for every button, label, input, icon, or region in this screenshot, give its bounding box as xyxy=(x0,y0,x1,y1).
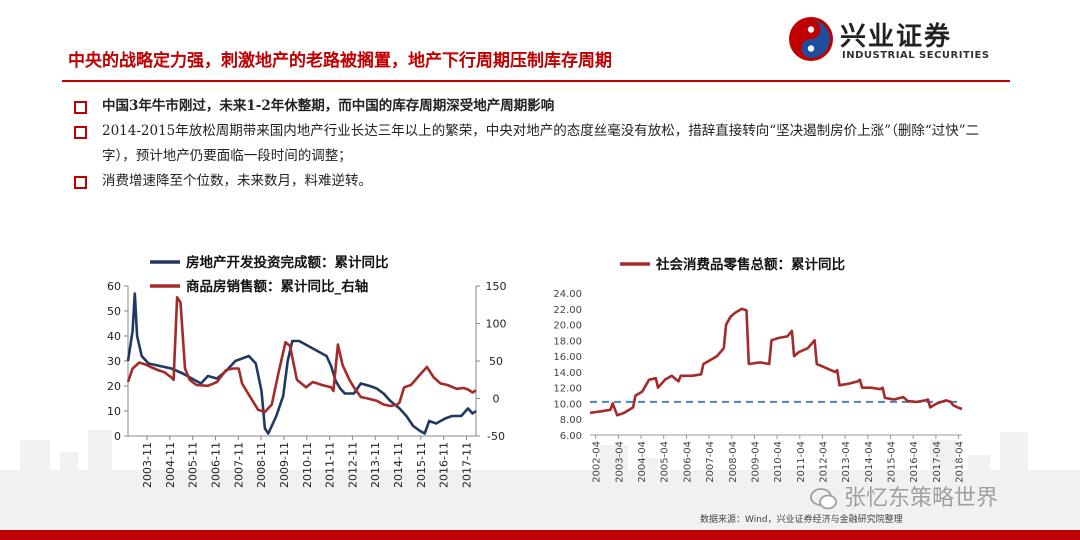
y-tick-label: 18.00 xyxy=(553,336,582,347)
x-tick-label: 2007-04 xyxy=(705,441,716,483)
bullet-item: 2014-2015年放松周期带来国内地产行业长达三年以上的繁荣，中央对地产的态度… xyxy=(68,119,1008,169)
left-y-tick-label: 40 xyxy=(107,330,121,343)
legend-label-0: 社会消费品零售总额：累计同比 xyxy=(655,256,845,273)
legend-label-0: 房地产开发投资完成额：累计同比 xyxy=(186,254,389,271)
y-tick-label: 6.00 xyxy=(560,431,582,442)
x-tick-label: 2009-11 xyxy=(278,442,291,488)
x-tick-label: 2006-04 xyxy=(682,441,693,483)
x-tick-label: 2013-11 xyxy=(369,442,382,488)
x-tick-label: 2003-04 xyxy=(614,441,625,483)
x-tick-label: 2008-04 xyxy=(728,441,739,483)
bullet-text: 中国3年牛市刚过，未来1-2年休整期，而中国的库存周期深受地产周期影响 xyxy=(102,98,555,114)
x-tick-label: 2017-11 xyxy=(460,442,473,488)
checkbox-bullet-icon xyxy=(74,126,87,139)
x-tick-label: 2010-11 xyxy=(301,442,314,488)
y-tick-label: 12.00 xyxy=(553,384,582,395)
x-tick-label: 2017-04 xyxy=(932,441,943,483)
x-tick-label: 2011-11 xyxy=(324,442,337,488)
bullet-list: 中国3年牛市刚过，未来1-2年休整期，而中国的库存周期深受地产周期影响 2014… xyxy=(68,94,1008,194)
right-y-tick-label: 50 xyxy=(489,355,503,368)
x-tick-label: 2011-04 xyxy=(796,441,807,483)
logo-icon xyxy=(789,17,833,61)
bullet-text: 2014-2015年放松周期带来国内地产行业长达三年以上的繁荣，中央对地产的态度… xyxy=(102,123,980,164)
y-tick-label: 24.00 xyxy=(553,289,582,300)
footer-bar xyxy=(0,530,1080,540)
x-tick-label: 2013-04 xyxy=(841,441,852,483)
x-tick-label: 2007-11 xyxy=(232,442,245,488)
x-tick-label: 2009-04 xyxy=(750,441,761,483)
x-tick-label: 2016-11 xyxy=(438,442,451,488)
left-y-tick-label: 50 xyxy=(107,305,121,318)
right-y-tick-label: -50 xyxy=(487,430,505,443)
x-tick-label: 2012-11 xyxy=(346,442,359,488)
x-tick-label: 2005-11 xyxy=(187,442,200,488)
y-tick-label: 8.00 xyxy=(560,415,582,426)
page-title: 中央的战略定力强，刺激地产的老路被搁置，地产下行周期压制库存周期 xyxy=(68,51,612,71)
left-y-tick-label: 20 xyxy=(107,380,121,393)
x-tick-label: 2004-11 xyxy=(164,442,177,488)
x-tick-label: 2015-11 xyxy=(415,442,428,488)
y-tick-label: 10.00 xyxy=(553,399,582,410)
x-tick-label: 2003-11 xyxy=(141,442,154,488)
x-tick-label: 2018-04 xyxy=(955,441,966,483)
legend-label-1: 商品房销售额：累计同比_右轴 xyxy=(186,278,368,295)
company-logo: 兴业证券 INDUSTRIAL SECURITIES xyxy=(786,14,1006,70)
left-y-tick-label: 60 xyxy=(107,280,121,293)
y-tick-label: 16.00 xyxy=(553,352,582,363)
bullet-item: 中国3年牛市刚过，未来1-2年休整期，而中国的库存周期深受地产周期影响 xyxy=(68,94,1008,119)
y-tick-label: 20.00 xyxy=(553,321,582,332)
header-divider xyxy=(62,80,1010,82)
x-tick-label: 2015-04 xyxy=(887,441,898,483)
x-tick-label: 2016-04 xyxy=(909,441,920,483)
logo-english-name: INDUSTRIAL SECURITIES xyxy=(842,50,990,61)
right-y-tick-label: 0 xyxy=(493,393,500,406)
bullet-text: 消费增速降至个位数，未来数月，料难逆转。 xyxy=(102,173,372,189)
series-line-1 xyxy=(126,296,477,414)
y-tick-label: 14.00 xyxy=(553,368,582,379)
watermark-text: 张忆东策略世界 xyxy=(844,486,999,511)
right-y-tick-label: 150 xyxy=(486,280,507,293)
wechat-icon xyxy=(810,488,837,510)
x-tick-label: 2014-11 xyxy=(392,442,405,488)
x-tick-label: 2006-11 xyxy=(209,442,222,488)
y-tick-label: 22.00 xyxy=(553,305,582,316)
x-tick-label: 2004-04 xyxy=(637,441,648,483)
x-tick-label: 2008-11 xyxy=(255,442,268,488)
checkbox-bullet-icon xyxy=(74,101,87,114)
logo-chinese-name: 兴业证券 xyxy=(840,22,953,52)
left-y-tick-label: 0 xyxy=(114,430,121,443)
bullet-item: 消费增速降至个位数，未来数月，料难逆转。 xyxy=(68,169,1008,194)
data-source-note: 数据来源：Wind，兴业证券经济与金融研究院整理 xyxy=(700,515,903,525)
x-tick-label: 2005-04 xyxy=(660,441,671,483)
left-y-tick-label: 10 xyxy=(107,405,121,418)
x-tick-label: 2002-04 xyxy=(592,441,603,483)
right-y-tick-label: 100 xyxy=(486,318,507,331)
checkbox-bullet-icon xyxy=(74,176,87,189)
left-y-tick-label: 30 xyxy=(107,355,121,368)
x-tick-label: 2010-04 xyxy=(773,441,784,483)
x-tick-label: 2012-04 xyxy=(819,441,830,483)
series-line-0 xyxy=(589,307,963,417)
x-tick-label: 2014-04 xyxy=(864,441,875,483)
watermark: 张忆东策略世界 xyxy=(810,480,998,512)
